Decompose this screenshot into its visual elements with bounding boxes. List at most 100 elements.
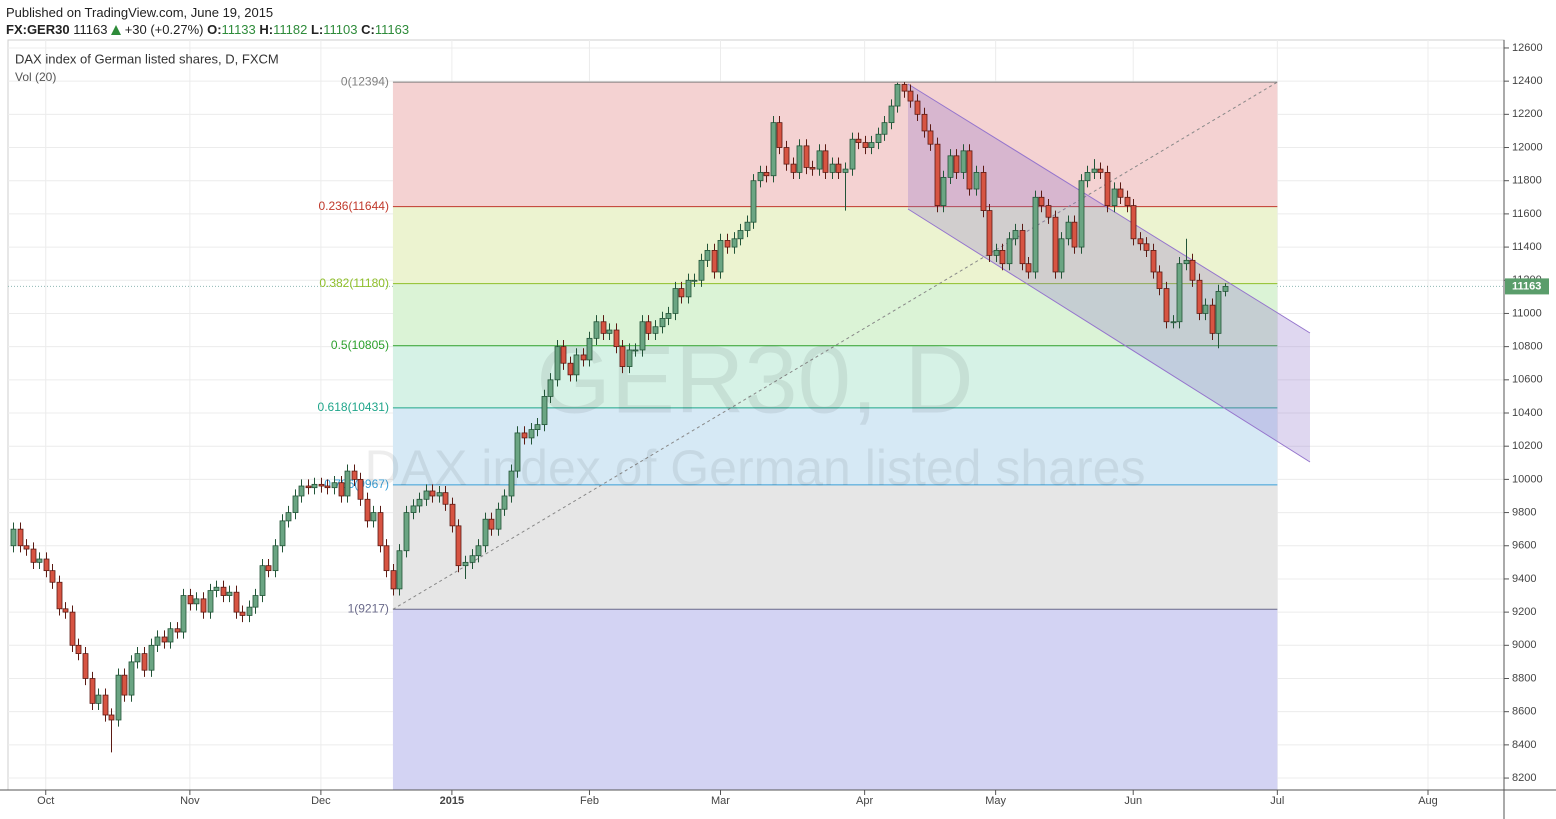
candle: [423, 484, 430, 506]
chart-subtitle: Vol (20): [15, 70, 56, 84]
candle: [534, 417, 541, 437]
candle: [1104, 165, 1111, 213]
candle-body: [698, 259, 705, 281]
candle: [665, 306, 672, 326]
candle: [868, 135, 875, 155]
candle-body: [973, 172, 980, 190]
candle-body: [95, 694, 102, 704]
candle: [763, 165, 770, 183]
candle-body: [429, 490, 436, 497]
candle-body: [691, 279, 698, 282]
candle-body: [351, 470, 358, 480]
candle: [1012, 223, 1019, 246]
candle: [783, 140, 790, 171]
candle: [639, 315, 646, 357]
candle-body: [613, 329, 620, 348]
candle-body: [757, 172, 764, 182]
candle: [1143, 237, 1150, 258]
candle: [849, 132, 856, 176]
ohlc-label: H:: [259, 22, 274, 37]
candle-body: [1006, 238, 1013, 265]
fib-band: [392, 484, 1278, 610]
candle-body: [907, 90, 914, 102]
candle: [1071, 215, 1078, 254]
fib-label: 0.236(11644): [318, 199, 389, 213]
candle: [436, 486, 443, 503]
candle-body: [829, 163, 836, 173]
candle-body: [265, 565, 272, 572]
candle-body: [56, 581, 63, 610]
candle: [226, 585, 233, 603]
candle: [999, 243, 1006, 271]
candle-body: [75, 644, 82, 655]
candle-body: [403, 512, 410, 552]
candle: [737, 223, 744, 246]
fib-retracement: 0(12394) 0.236(11644) 0.382(11180) 0.5(1080…: [318, 74, 1278, 790]
candle: [36, 552, 43, 569]
candle: [180, 588, 187, 639]
candle: [934, 137, 941, 213]
candle: [462, 555, 469, 579]
candle: [1222, 283, 1229, 297]
candle-body: [717, 240, 724, 273]
candle: [403, 505, 410, 558]
candle-body: [134, 653, 141, 663]
y-tick-label: 9600: [1512, 540, 1536, 552]
last-price-box: [1505, 278, 1549, 295]
candle-body: [62, 608, 69, 613]
candle: [56, 575, 63, 616]
candle-body: [521, 432, 528, 439]
candle: [678, 281, 685, 304]
candle: [383, 539, 390, 578]
ohlc-value: 11182: [273, 22, 308, 37]
candle-body: [776, 122, 783, 148]
y-tick-label: 9000: [1512, 639, 1536, 651]
candle: [377, 505, 384, 553]
candle-body: [665, 313, 672, 319]
candle: [672, 281, 679, 321]
candle-body: [567, 362, 574, 376]
candle-body: [927, 130, 934, 145]
candle-body: [953, 155, 960, 173]
candle-body: [1091, 168, 1098, 173]
candle-body: [1156, 271, 1163, 289]
x-tick-label: Aug: [1418, 795, 1438, 807]
candle-body: [462, 561, 469, 567]
candle: [442, 486, 449, 511]
candle-body: [842, 168, 849, 173]
candle: [659, 311, 666, 334]
candle: [829, 157, 836, 180]
candle-body: [803, 145, 810, 168]
y-tick-label: 8800: [1512, 672, 1536, 684]
change: +30 (+0.27%): [124, 22, 204, 37]
candle: [1202, 298, 1209, 321]
candle-body: [1163, 288, 1170, 323]
candle-body: [449, 503, 456, 527]
candle: [835, 157, 842, 180]
candle-body: [193, 598, 200, 605]
candle: [1038, 190, 1045, 213]
fib-band: [392, 609, 1278, 790]
candle: [279, 514, 286, 553]
candle: [698, 253, 705, 287]
y-tick-label: 10600: [1512, 374, 1543, 386]
candle-body: [1012, 230, 1019, 240]
candle-body: [554, 346, 561, 381]
candle-body: [311, 483, 318, 489]
candle-body: [1117, 188, 1124, 198]
candle: [980, 165, 987, 218]
candle-body: [154, 636, 161, 646]
fib-label: 0.5(10805): [331, 338, 389, 352]
candle-body: [541, 396, 548, 426]
candle-body: [593, 321, 600, 339]
candle-body: [580, 354, 587, 361]
candle: [1196, 273, 1203, 321]
candle: [953, 149, 960, 180]
x-tick-label: Nov: [180, 795, 200, 807]
candle-body: [600, 321, 607, 334]
candle: [560, 340, 567, 370]
candle: [652, 320, 659, 340]
candle: [75, 638, 82, 661]
candle: [717, 233, 724, 279]
candle-body: [1065, 221, 1072, 240]
